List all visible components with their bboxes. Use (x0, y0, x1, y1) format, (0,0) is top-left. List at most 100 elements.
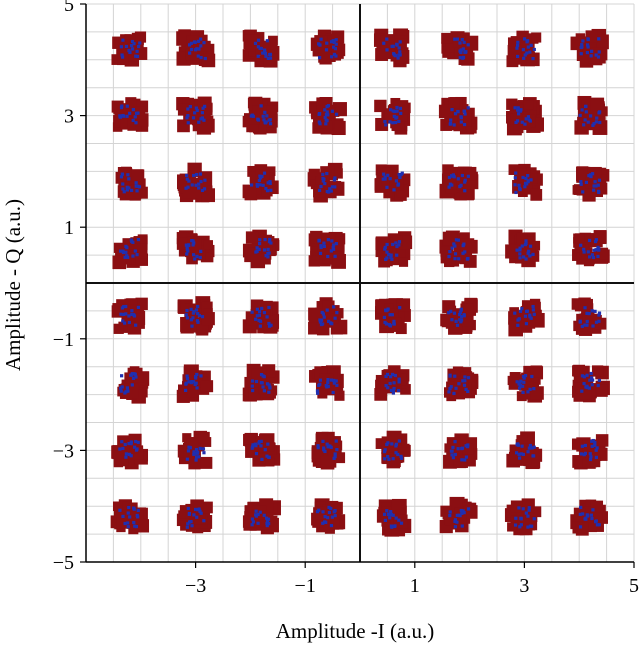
cluster-sample (131, 108, 135, 112)
cluster-sample (127, 177, 131, 181)
cluster-sample (384, 374, 388, 379)
cluster-sample (185, 316, 190, 320)
cluster-sample (133, 372, 137, 376)
cluster-block (128, 524, 139, 535)
zero-axes (86, 4, 634, 562)
cluster-block (583, 255, 595, 267)
cluster-sample (521, 384, 525, 388)
cluster-sample (121, 250, 126, 255)
cluster-sample (578, 512, 582, 516)
cluster-block (461, 314, 474, 327)
cluster-sample (331, 45, 336, 49)
cluster-sample (526, 514, 530, 518)
constellation-point (506, 97, 544, 136)
cluster-block (460, 371, 473, 383)
cluster-sample (385, 308, 389, 312)
cluster-sample (579, 45, 583, 50)
cluster-block (327, 436, 339, 448)
cluster-sample (187, 380, 191, 384)
cluster-sample (585, 311, 589, 315)
cluster-block (374, 388, 388, 401)
cluster-sample (119, 312, 123, 316)
cluster-sample (333, 454, 337, 459)
cluster-sample (328, 187, 332, 191)
cluster-sample (267, 383, 271, 387)
cluster-sample (580, 444, 584, 448)
cluster-sample (513, 176, 517, 180)
cluster-sample (453, 518, 458, 522)
cluster-block (242, 184, 257, 199)
constellation-point (243, 432, 281, 467)
cluster-sample (250, 379, 255, 383)
cluster-sample (597, 111, 601, 115)
cluster-sample (321, 172, 325, 177)
cluster-sample (324, 118, 328, 122)
cluster-sample (317, 112, 321, 116)
cluster-sample (462, 511, 466, 515)
cluster-block (182, 433, 192, 443)
cluster-sample (393, 54, 398, 58)
cluster-sample (325, 110, 329, 114)
cluster-sample (516, 318, 520, 322)
y-tick-label: −1 (53, 329, 74, 351)
y-tick-label: 3 (64, 106, 74, 128)
cluster-sample (130, 239, 134, 243)
cluster-sample (591, 378, 595, 382)
cluster-sample (531, 304, 535, 309)
cluster-sample (453, 244, 457, 248)
cluster-sample (397, 46, 401, 50)
constellation-point (176, 499, 213, 534)
constellation-point (504, 498, 542, 536)
cluster-sample (331, 39, 335, 43)
constellation-point (572, 364, 610, 403)
cluster-sample (256, 45, 260, 49)
cluster-sample (584, 104, 588, 108)
cluster-sample (447, 185, 451, 189)
cluster-sample (254, 317, 258, 321)
cluster-sample (448, 373, 452, 377)
constellation-point (443, 433, 478, 469)
cluster-sample (383, 119, 387, 124)
constellation-point (111, 433, 149, 470)
cluster-sample (456, 447, 460, 451)
cluster-sample (519, 516, 523, 520)
cluster-sample (455, 37, 460, 41)
cluster-sample (397, 240, 402, 244)
cluster-sample (267, 321, 271, 326)
cluster-sample (582, 247, 586, 251)
cluster-sample (585, 323, 589, 327)
cluster-sample (128, 515, 132, 519)
cluster-sample (196, 320, 200, 324)
cluster-sample (192, 40, 197, 44)
cluster-block (391, 498, 407, 514)
cluster-sample (461, 244, 465, 248)
cluster-sample (318, 43, 322, 47)
cluster-sample (451, 445, 455, 449)
cluster-sample (189, 41, 194, 45)
cluster-sample (521, 390, 525, 395)
cluster-block (330, 181, 345, 196)
cluster-block (135, 519, 150, 533)
cluster-sample (460, 37, 464, 42)
cluster-sample (391, 44, 395, 48)
cluster-sample (325, 104, 329, 109)
cluster-sample (129, 440, 133, 444)
cluster-sample (528, 443, 533, 448)
cluster-sample (195, 386, 199, 390)
cluster-sample (187, 179, 191, 183)
constellation-point (115, 166, 148, 201)
cluster-sample (452, 242, 456, 246)
cluster-sample (397, 380, 401, 384)
cluster-sample (382, 512, 387, 516)
cluster-sample (263, 110, 267, 114)
cluster-sample (192, 173, 196, 178)
cluster-sample (202, 118, 206, 122)
cluster-sample (197, 47, 201, 51)
cluster-sample (394, 179, 399, 183)
cluster-sample (459, 116, 463, 120)
cluster-sample (585, 513, 589, 517)
cluster-sample (197, 186, 201, 190)
cluster-sample (124, 304, 128, 309)
cluster-sample (579, 52, 583, 56)
cluster-block (126, 298, 138, 310)
